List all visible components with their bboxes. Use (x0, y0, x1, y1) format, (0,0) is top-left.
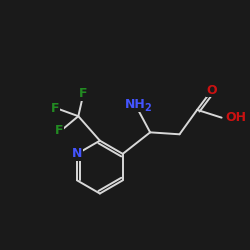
Text: F: F (79, 87, 88, 100)
Text: F: F (54, 124, 63, 137)
Text: N: N (72, 148, 82, 160)
Text: NH: NH (125, 98, 146, 112)
Text: OH: OH (226, 111, 246, 124)
Text: 2: 2 (144, 103, 151, 113)
Text: F: F (50, 102, 59, 115)
Text: O: O (206, 84, 217, 97)
